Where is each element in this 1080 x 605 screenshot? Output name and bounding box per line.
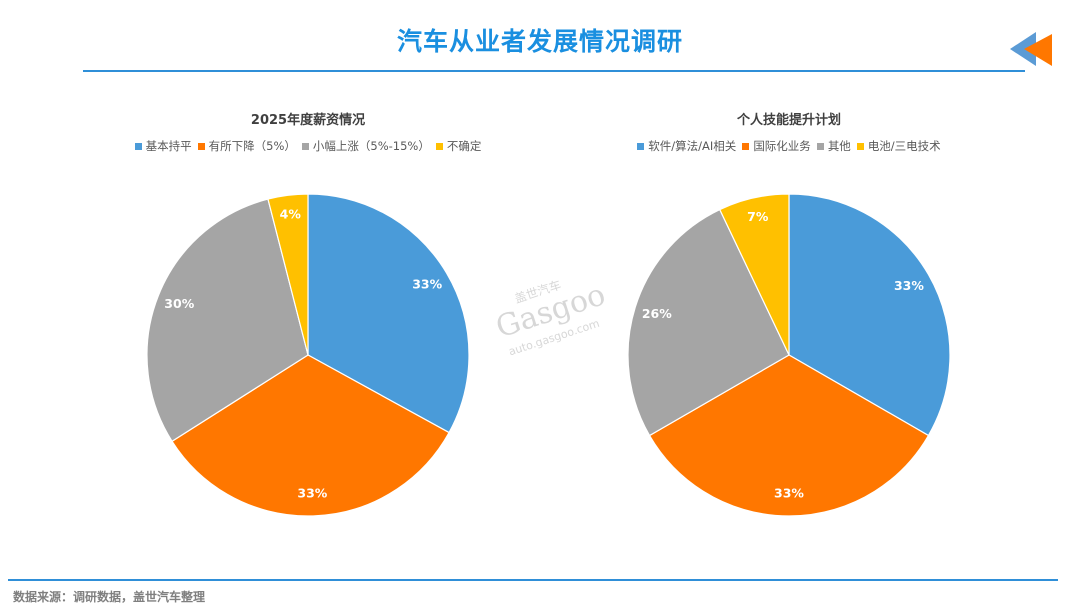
legend-swatch-icon [742, 142, 750, 150]
legend-swatch-icon [816, 142, 824, 150]
legend-swatch-icon [301, 142, 309, 150]
legend-swatch-icon [856, 142, 864, 150]
chart-legend: 基本持平 有所下降（5%） 小幅上涨（5%-15%） 不确定 [68, 138, 548, 154]
pie-slice [171, 354, 450, 517]
slice-percent-label: 33% [297, 485, 327, 500]
skills-chart: 个人技能提升计划 软件/算法/AI相关 国际化业务 其他 电池/三电技术 33%… [549, 100, 1029, 540]
legend-label: 软件/算法/AI相关 [648, 139, 737, 153]
legend-item: 有所下降（5%） [197, 138, 296, 154]
slice-percent-label: 33% [412, 277, 442, 292]
slice-percent-label: 30% [164, 296, 194, 311]
chart-title: 2025年度薪资情况 [250, 113, 366, 128]
pie-slice [648, 354, 930, 517]
legend-label: 基本持平 [145, 139, 192, 153]
legend-label: 电池/三电技术 [867, 139, 941, 153]
legend-item: 基本持平 [134, 138, 192, 154]
gasgoo-watermark: 盖世汽车 Gasgoo auto.gasgoo.com [492, 277, 610, 355]
legend-item: 软件/算法/AI相关 [637, 138, 736, 154]
pie-slice [146, 198, 309, 443]
legend-item: 不确定 [435, 138, 482, 154]
slice-percent-label: 4% [280, 206, 302, 221]
footer-divider [8, 579, 1058, 581]
salary-chart: 2025年度薪资情况 基本持平 有所下降（5%） 小幅上涨（5%-15%） 不确… [68, 100, 548, 540]
chart-legend: 软件/算法/AI相关 国际化业务 其他 电池/三电技术 [549, 138, 1029, 154]
title-divider [83, 70, 1025, 72]
legend-item: 国际化业务 [742, 138, 811, 154]
legend-item: 小幅上涨（5%-15%） [301, 138, 430, 154]
legend-label: 国际化业务 [753, 139, 811, 153]
legend-item: 电池/三电技术 [856, 138, 941, 154]
slice-percent-label: 33% [774, 485, 804, 500]
legend-swatch-icon [197, 142, 205, 150]
slice-percent-label: 33% [894, 278, 924, 293]
pie-chart: 33% 33% 26% 7% [627, 193, 951, 517]
slice-percent-label: 26% [642, 306, 672, 321]
legend-swatch-icon [134, 142, 142, 150]
corner-arrow-logo-icon [1010, 32, 1052, 66]
data-source-note: 数据来源：调研数据，盖世汽车整理 [13, 590, 206, 604]
legend-item: 其他 [816, 138, 851, 154]
legend-label: 小幅上涨（5%-15%） [312, 139, 430, 153]
pie-slice [307, 193, 470, 434]
chart-title: 个人技能提升计划 [736, 113, 841, 128]
pie-slice [627, 208, 790, 437]
legend-label: 不确定 [446, 139, 482, 153]
legend-swatch-icon [637, 142, 645, 150]
legend-label: 有所下降（5%） [208, 139, 296, 153]
legend-swatch-icon [435, 142, 443, 150]
legend-label: 其他 [827, 139, 851, 153]
pie-slice [788, 193, 951, 437]
page-title: 汽车从业者发展情况调研 [396, 27, 683, 56]
slice-percent-label: 7% [747, 209, 769, 224]
pie-slice [267, 193, 309, 356]
pie-slice [719, 193, 790, 356]
pie-chart: 33% 33% 30% 4% [146, 193, 470, 517]
